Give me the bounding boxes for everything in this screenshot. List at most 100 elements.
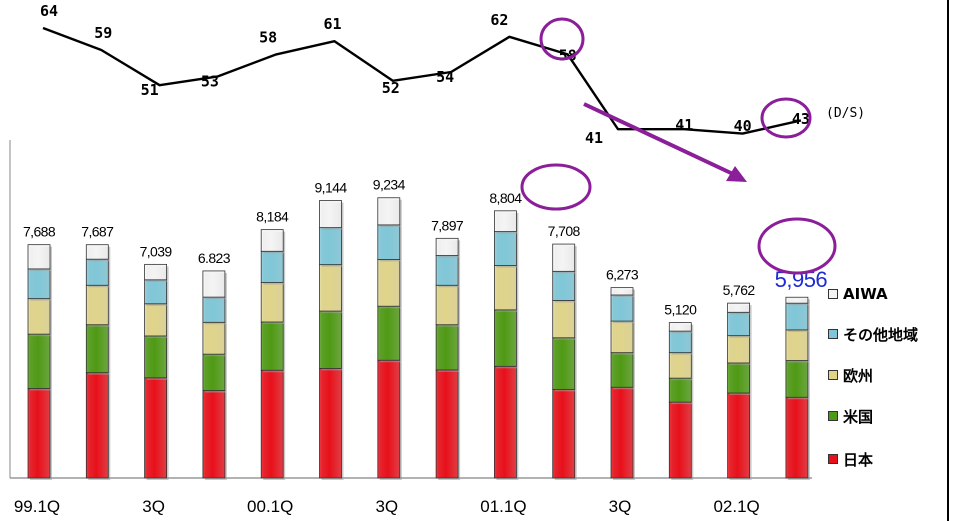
bar-total-label: 9,234 (373, 177, 406, 193)
bar-total-label: 6,273 (606, 267, 639, 283)
bar-segment (319, 310, 342, 369)
bar-segment (493, 309, 517, 367)
legend-label-europe: 欧州 (843, 366, 874, 385)
bar-segment (610, 352, 634, 388)
bar-segment (85, 244, 109, 260)
x-tick-label: 02.1Q (713, 497, 759, 516)
bar-segment (785, 296, 809, 304)
bar-segment (668, 377, 692, 403)
ds-value-label: 52 (382, 79, 400, 97)
bar-segment (27, 333, 51, 389)
bar-segment (319, 227, 342, 266)
bar-segment (785, 396, 809, 479)
line-series-unit: (D/S) (826, 106, 866, 121)
legend-item-other-regions: その他地域 (828, 322, 918, 346)
bar-total-label: 7,688 (23, 224, 56, 240)
bar-segment (668, 330, 692, 354)
bar-segment (668, 322, 692, 332)
trend-arrow-shaft (583, 102, 734, 176)
bar-segment (202, 390, 226, 479)
legend-swatch-japan (828, 454, 838, 464)
bar-segment (668, 352, 692, 379)
bar-segment (202, 296, 226, 323)
ds-value-label: 61 (323, 15, 341, 33)
bar-segment (785, 329, 809, 361)
bar-segment (552, 243, 576, 272)
highlight-circle-line-58 (539, 17, 585, 61)
legend-swatch-other-regions (828, 329, 838, 339)
right-border-rule (947, 0, 949, 521)
legend-label-japan: 日本 (843, 450, 874, 469)
bar-segment (144, 377, 168, 479)
legend-swatch-europe (828, 370, 838, 380)
bar-segment (377, 224, 401, 260)
x-tick-label: 99.1Q (14, 497, 60, 516)
bar-segment (144, 303, 168, 337)
legend-swatch-usa (828, 411, 838, 421)
bar-segment (727, 311, 750, 337)
bar-segment (202, 270, 226, 298)
bar-segment (552, 388, 576, 479)
ds-value-label: 40 (734, 117, 752, 135)
bar-segment (377, 197, 401, 226)
bar-total-label: 7,897 (431, 217, 464, 233)
bar-segment (727, 392, 750, 479)
highlight-circle-total-5956 (757, 217, 837, 275)
bar-total-label: 9,144 (314, 179, 347, 195)
bar-segment (552, 300, 576, 339)
bar-segment (435, 255, 459, 286)
bar-segment (727, 302, 750, 313)
highlight-circle-total-7708 (520, 163, 592, 211)
legend-label-usa: 米国 (843, 407, 874, 426)
bar-segment (727, 335, 750, 364)
ds-line (42, 26, 802, 135)
bar-total-label: 5,120 (664, 302, 697, 318)
bar-segment (493, 210, 517, 232)
bar-segment (202, 353, 226, 391)
bar-segment (493, 365, 517, 479)
bar-segment (435, 324, 459, 371)
bar-segment (85, 258, 109, 286)
ds-value-label: 53 (201, 72, 219, 90)
bar-total-label: 8,804 (489, 190, 522, 206)
x-tick-label: 3Q (375, 497, 398, 516)
bar-segment (435, 369, 459, 479)
bar-total-label: 5,762 (723, 282, 756, 298)
bar-segment (260, 321, 284, 371)
bar-total-label: 8,184 (256, 209, 289, 225)
bar-segment (377, 259, 401, 307)
bar-segment (377, 305, 401, 361)
bar-segment (785, 302, 809, 331)
trend-arrow-head (726, 166, 747, 182)
bar-segment (85, 324, 109, 374)
bar-segment (552, 337, 576, 390)
x-tick-label: 01.1Q (480, 497, 526, 516)
bar-segment (610, 320, 634, 354)
bar-segment (610, 287, 634, 296)
bar-segment (610, 386, 634, 479)
ds-value-label: 51 (141, 81, 159, 99)
bar-segment (319, 264, 342, 312)
bar-segment (493, 231, 517, 266)
bar-segment (144, 279, 168, 305)
legend-item-aiwa: AIWA (828, 282, 888, 306)
legend-item-japan: 日本 (828, 447, 873, 471)
bar-segment (319, 368, 342, 479)
bar-segment (260, 250, 284, 283)
bar-segment (27, 244, 51, 270)
ds-value-label: 43 (792, 110, 810, 128)
bar-segment (610, 294, 634, 322)
x-tick-label: 3Q (609, 497, 632, 516)
ds-value-label: 54 (436, 68, 454, 86)
legend-swatch-aiwa (828, 289, 838, 299)
bar-segment (435, 284, 459, 326)
bar-segment (27, 388, 51, 479)
highlight-circle-line-43 (760, 97, 812, 139)
legend-item-europe: 欧州 (828, 363, 873, 387)
ds-value-label: 62 (490, 11, 508, 29)
bar-segment (785, 360, 809, 398)
bar-segment (260, 282, 284, 323)
bar-segment (144, 263, 168, 281)
bar-total-label: 6.823 (198, 250, 231, 266)
